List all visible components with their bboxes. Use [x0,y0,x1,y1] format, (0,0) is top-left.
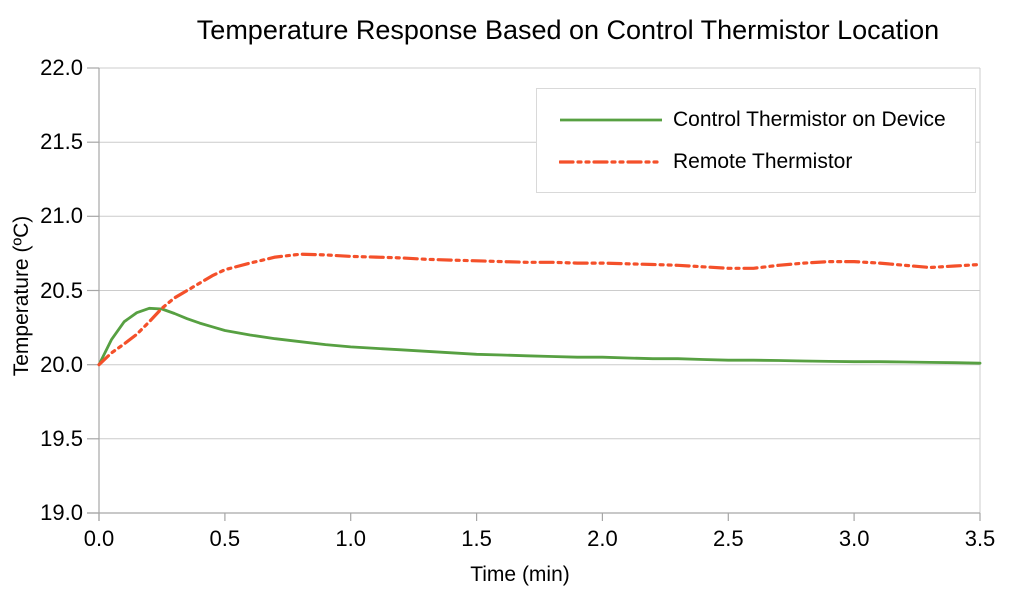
legend-item-control-thermistor: Control Thermistor on Device [559,103,975,137]
x-tick-label: 0.5 [209,526,241,551]
x-tick-label: 0.0 [83,526,115,551]
chart-title: Temperature Response Based on Control Th… [196,15,940,45]
x-tick-label: 2.0 [587,526,618,551]
dash-dot-line-sample-icon [559,159,663,164]
legend: Control Thermistor on Device Remote Ther… [536,88,976,193]
x-axis-title: Time (min) [470,563,570,586]
y-tick-label: 21.5 [40,129,83,155]
y-axis-title: Temperature (ºC) [10,215,33,377]
solid-line-sample-icon [560,118,662,121]
x-tick-label: 2.5 [712,526,744,551]
legend-item-remote-thermistor: Remote Thermistor [559,145,975,179]
y-tick-label: 19.0 [40,500,83,525]
y-tick-label: 20.0 [40,351,83,377]
y-tick-label: 20.5 [40,277,83,303]
x-axis-tick-labels: 0.0 0.5 1.0 1.5 2.0 2.5 3.0 3.5 [0,526,1024,556]
x-tick-label: 3.0 [838,526,870,551]
x-tick-label: 3.5 [964,526,996,551]
y-tick-label: 19.5 [40,425,83,451]
y-tick-label: 22.0 [40,55,83,80]
legend-label-remote-thermistor: Remote Thermistor [673,149,853,173]
x-tick-label: 1.0 [335,526,366,551]
y-axis-tick-labels: 19.0 19.5 20.0 20.5 21.0 21.5 22.0 [0,0,90,595]
y-tick-label: 21.0 [40,203,83,229]
x-tick-label: 1.5 [461,526,492,551]
legend-label-control-thermistor: Control Thermistor on Device [673,107,946,131]
